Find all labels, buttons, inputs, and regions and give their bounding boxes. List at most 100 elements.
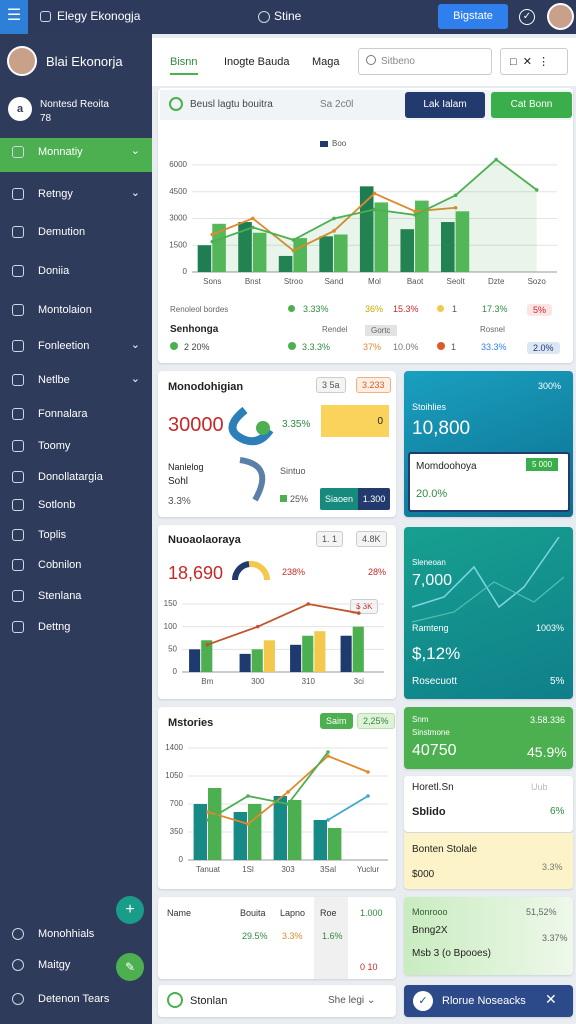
chip: 5 000 <box>526 458 559 471</box>
label: Bonten Stolale <box>412 844 478 855</box>
label: Sinstmone <box>412 728 450 737</box>
bar <box>189 649 201 672</box>
decor-graphic <box>228 406 274 502</box>
center-text: Stine <box>274 9 302 23</box>
big-number: 10,800 <box>412 418 471 439</box>
nav-label: Cobnilon <box>38 559 82 571</box>
avatar[interactable] <box>547 3 574 30</box>
point <box>286 790 290 794</box>
nav-item[interactable]: Detenon Tears <box>12 993 110 1006</box>
stat-value: 3.33% <box>303 304 329 314</box>
point <box>326 818 330 822</box>
nav-label: Monnatiy <box>38 146 83 158</box>
table-cell: 29.5% <box>242 931 268 941</box>
green-card <box>404 707 573 769</box>
chip[interactable]: Saim <box>320 713 353 729</box>
nav-icon <box>12 559 24 572</box>
check-icon[interactable]: ✓ <box>519 9 535 25</box>
top-button[interactable]: Bigstate <box>438 4 508 29</box>
point <box>413 209 417 214</box>
x-tick-label: Tanuat <box>196 865 221 874</box>
card <box>404 776 573 832</box>
action-button[interactable]: Lak Ialam <box>405 92 485 118</box>
search-box[interactable]: Sitbeno <box>358 48 492 75</box>
center-title[interactable]: Stine <box>258 9 301 23</box>
dropdown[interactable]: She legi ⌄ <box>328 995 376 1006</box>
dot <box>437 342 445 350</box>
x-tick-label: 310 <box>302 677 316 686</box>
x-tick-label: Sons <box>203 277 221 286</box>
bar <box>359 186 374 272</box>
nav-item[interactable]: Fonnalara <box>12 408 140 421</box>
nav-item[interactable]: Monohhials <box>12 928 94 941</box>
nav-label: Detenon Tears <box>38 993 110 1005</box>
label: Snm <box>412 715 429 724</box>
y-tick-label: 150 <box>164 599 178 608</box>
y-tick-label: 1500 <box>169 240 187 249</box>
nav-item[interactable]: Cobnilon <box>12 559 140 572</box>
tag: Uub <box>531 782 548 792</box>
chip[interactable]: 1. 1 <box>316 531 344 547</box>
line <box>327 795 369 821</box>
chip[interactable]: 3.233 <box>356 377 391 393</box>
icon-group[interactable]: □ ✕ ⋮ <box>500 48 568 75</box>
nav-label: Toplis <box>38 529 67 541</box>
big-number: 18,690 <box>168 563 224 583</box>
action-button[interactable]: Cat Bonn <box>491 92 572 118</box>
menu-button[interactable]: ☰ <box>0 0 28 34</box>
tab[interactable]: Inogte Bauda <box>224 56 290 68</box>
percent: 6% <box>550 806 565 817</box>
nav-item[interactable]: Retngy ⌄ <box>12 187 140 201</box>
y-tick-label: 1400 <box>165 743 183 752</box>
point <box>206 818 210 822</box>
bar <box>201 640 213 672</box>
nav-label: Montolaion <box>38 304 92 316</box>
nav-item[interactable]: Stenlana <box>12 590 140 603</box>
stat-label: Rosnel <box>480 325 505 334</box>
stat: 37% <box>363 342 381 352</box>
nav-item[interactable]: Netlbe ⌄ <box>12 373 140 387</box>
nav-item[interactable]: Montolaion <box>12 304 140 317</box>
user-avatar <box>7 46 37 76</box>
point <box>210 232 215 237</box>
point <box>210 239 215 244</box>
button[interactable]: Siaoen <box>320 488 358 510</box>
nav-label: Sotlonb <box>38 499 76 511</box>
nav-item[interactable]: Dettng <box>12 621 140 634</box>
nav-item[interactable]: Toomy <box>12 440 140 453</box>
nav-item[interactable]: Doniia <box>12 265 140 278</box>
nav-item[interactable]: Maitgy <box>12 959 70 972</box>
small-text: 25% <box>290 494 309 504</box>
tab[interactable]: Maga <box>312 56 340 68</box>
bottom-bar <box>158 985 396 1017</box>
dot <box>170 342 178 350</box>
stat: 17.3% <box>482 304 508 314</box>
tab[interactable]: Bisnn <box>170 56 198 75</box>
point <box>366 770 370 774</box>
sidebar <box>0 34 152 1024</box>
nav-item[interactable]: Monnatiy ⌄ <box>12 145 140 159</box>
close-button[interactable]: ✕ <box>545 991 557 1007</box>
button[interactable]: 1.300 <box>358 488 390 510</box>
nav-label: Donollatargia <box>38 471 103 483</box>
edit-button[interactable]: ✎ <box>116 953 144 981</box>
nav-item[interactable]: Donollatargia <box>12 471 140 484</box>
add-button[interactable]: + <box>116 896 144 924</box>
nav-item[interactable]: Fonleetion ⌄ <box>12 339 140 353</box>
nav-item[interactable]: Toplis <box>12 529 140 542</box>
stat: 15.3% <box>393 304 419 314</box>
nav-item[interactable]: Demution <box>12 226 140 239</box>
bar <box>319 236 333 272</box>
nav-item[interactable]: Sotlonb <box>12 499 140 512</box>
nav-icon <box>12 408 24 421</box>
table-header: Lapno <box>280 908 306 918</box>
chip[interactable]: 3 5a <box>316 377 346 393</box>
chip[interactable]: 2,25% <box>357 713 395 729</box>
percent: 1003% <box>536 623 565 633</box>
card-title: Nuoaolaoraya <box>168 534 241 546</box>
notice-text: Rlorue Noseacks <box>442 995 526 1007</box>
label: Stoihlies <box>412 402 447 412</box>
chip[interactable]: 4.8K <box>356 531 387 547</box>
legend-label: Boo <box>332 139 347 148</box>
dot <box>288 305 295 312</box>
